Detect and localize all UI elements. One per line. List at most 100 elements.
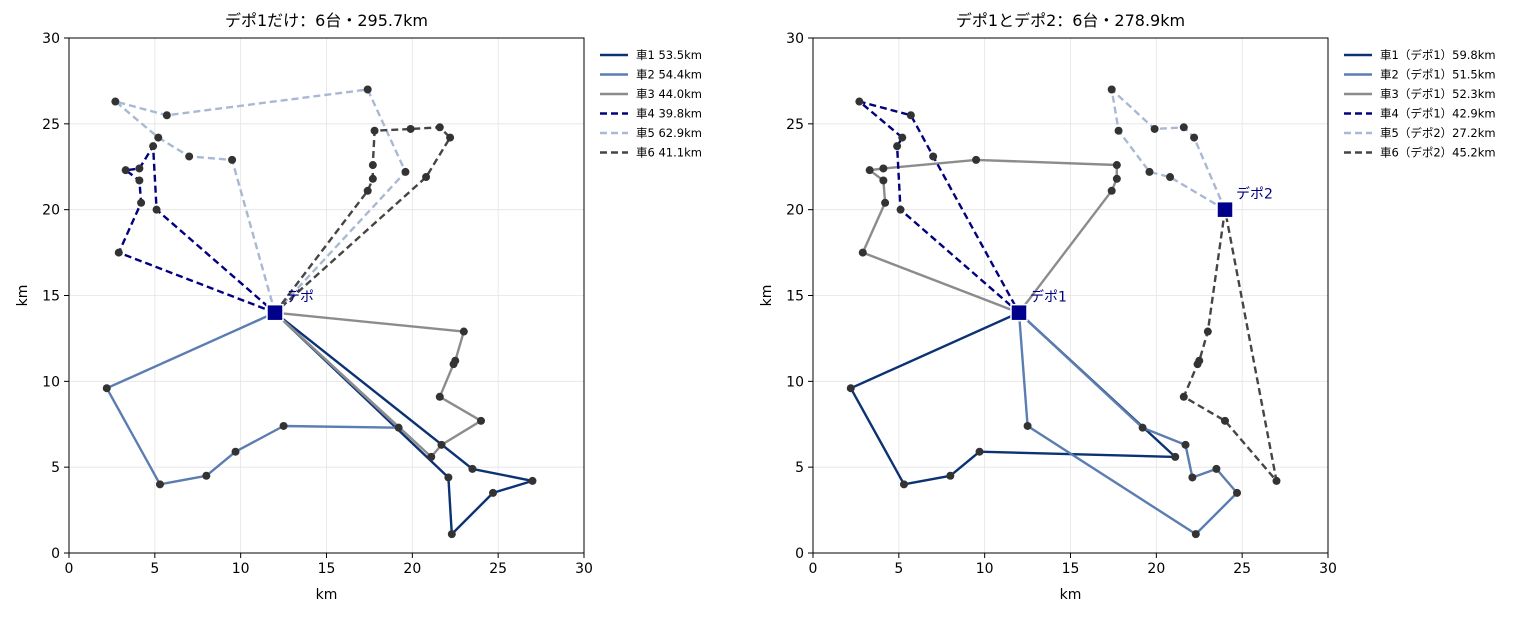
- customer-point: [149, 142, 158, 151]
- customer-points: [102, 85, 537, 539]
- depot-marker: [266, 303, 284, 322]
- customer-point: [154, 133, 163, 142]
- y-axis-label: km: [15, 285, 31, 307]
- legend-entry-6: 車6（デポ2）45.2km: [1380, 146, 1496, 160]
- customer-point: [1107, 85, 1116, 94]
- x-tick-label: 20: [1147, 561, 1165, 577]
- customer-point: [370, 126, 379, 135]
- y-tick-label: 30: [42, 31, 60, 47]
- customer-point: [444, 473, 453, 482]
- y-axis-label: km: [759, 285, 775, 307]
- x-tick-label: 30: [1319, 561, 1337, 577]
- customer-point: [102, 384, 111, 393]
- chart-title: デポ1とデポ2：6台・278.9km: [956, 11, 1185, 30]
- depot-label: デポ1: [1030, 289, 1067, 306]
- route-line-6: [274, 126, 452, 314]
- customer-point: [394, 423, 403, 432]
- chart-panel-depot1-only: デポ 0 5 10 15 20 25 30 0 5 10 15 20 25 30 デポ1だけ：6台・295.7…: [15, 11, 702, 603]
- customer-point: [162, 111, 171, 120]
- customer-point: [363, 186, 372, 195]
- customer-point: [1179, 123, 1188, 132]
- customer-point: [929, 152, 938, 161]
- route-line-3: [274, 311, 483, 459]
- x-tick-label: 25: [1233, 561, 1251, 577]
- route-line-3: [861, 158, 1119, 314]
- customer-point: [137, 198, 146, 207]
- customer-point: [898, 133, 907, 142]
- x-axis-label: km: [316, 587, 338, 603]
- route-line-5: [1110, 88, 1227, 211]
- depot-1: デポ1: [1010, 289, 1067, 322]
- customer-point: [528, 476, 537, 485]
- customer-point: [114, 248, 123, 257]
- legend: 車1 53.5km 車2 54.4km 車3 44.0km 車4 39.8km 車5 6…: [600, 48, 702, 160]
- legend-entry-4: 車4 39.8km: [636, 107, 702, 121]
- x-tick-label: 15: [318, 561, 336, 577]
- y-tick-label: 5: [795, 460, 804, 476]
- legend-entry-1: 車1 53.5km: [636, 48, 702, 62]
- customer-point: [446, 133, 455, 142]
- customer-point: [896, 205, 905, 214]
- customer-point: [135, 176, 144, 185]
- x-tick-label: 10: [976, 561, 994, 577]
- legend-entry-4: 車4（デポ1）42.9km: [1380, 107, 1496, 121]
- legend: 車1（デポ1）59.8km 車2（デポ1）51.5km 車3（デポ1）52.3km 車…: [1344, 48, 1496, 160]
- route-line-1: [274, 311, 534, 536]
- x-tick-label: 10: [232, 561, 250, 577]
- customer-point: [406, 124, 415, 133]
- x-tick-label: 0: [65, 561, 74, 577]
- customer-point: [489, 488, 498, 497]
- customer-point: [972, 155, 981, 164]
- customer-point: [1114, 126, 1123, 135]
- customer-point: [368, 161, 377, 170]
- customer-point: [1171, 452, 1180, 461]
- customer-point: [401, 167, 410, 176]
- y-tick-label: 25: [786, 117, 804, 133]
- y-tick-label: 10: [786, 374, 804, 390]
- route-line-2: [105, 311, 400, 486]
- legend-entry-6: 車6 41.1km: [636, 146, 702, 160]
- customer-point: [427, 452, 436, 461]
- chart-title: デポ1だけ：6台・295.7km: [225, 11, 428, 30]
- y-tick-label: 5: [51, 460, 60, 476]
- customer-point: [1193, 360, 1202, 369]
- y-tick-label: 15: [42, 289, 60, 305]
- customer-point: [1166, 173, 1175, 182]
- y-tick-label: 30: [786, 31, 804, 47]
- customer-point: [879, 164, 888, 173]
- customer-point: [1272, 476, 1281, 485]
- customer-point: [906, 111, 915, 120]
- customer-point: [422, 173, 431, 182]
- customer-point: [185, 152, 194, 161]
- depot-label: デポ2: [1236, 186, 1273, 203]
- customer-point: [881, 198, 890, 207]
- x-tick-label: 15: [1062, 561, 1080, 577]
- customer-point: [459, 327, 468, 336]
- customer-point: [855, 97, 864, 106]
- x-tick-label: 5: [150, 561, 159, 577]
- customer-point: [155, 480, 164, 489]
- chart-panel-depot1-and-depot2: デポ1 デポ2 0 5 10 15 20 25 30 0 5 10 15 20 25 30 デポ1とデポ2：6台…: [759, 11, 1496, 603]
- customer-point: [135, 164, 144, 173]
- customer-point: [477, 416, 485, 425]
- customer-point: [435, 123, 444, 132]
- customer-point: [1023, 421, 1032, 430]
- x-tick-label: 0: [809, 561, 818, 577]
- customer-point: [121, 166, 130, 175]
- customer-point: [1112, 174, 1121, 183]
- customer-point: [152, 205, 161, 214]
- depot-label: デポ: [286, 289, 314, 306]
- depot-1: デポ: [266, 289, 314, 322]
- customer-point: [1221, 416, 1229, 425]
- customer-point: [363, 85, 372, 94]
- legend-entry-3: 車3（デポ1）52.3km: [1380, 87, 1496, 101]
- y-tick-label: 10: [42, 374, 60, 390]
- y-tick-label: 0: [51, 546, 60, 562]
- customer-point: [447, 530, 456, 539]
- customer-point: [435, 392, 444, 401]
- customer-point: [946, 471, 955, 480]
- grid: [812, 37, 1329, 554]
- customer-point: [1203, 327, 1212, 336]
- legend-entry-3: 車3 44.0km: [636, 87, 702, 101]
- customer-point: [1190, 133, 1199, 142]
